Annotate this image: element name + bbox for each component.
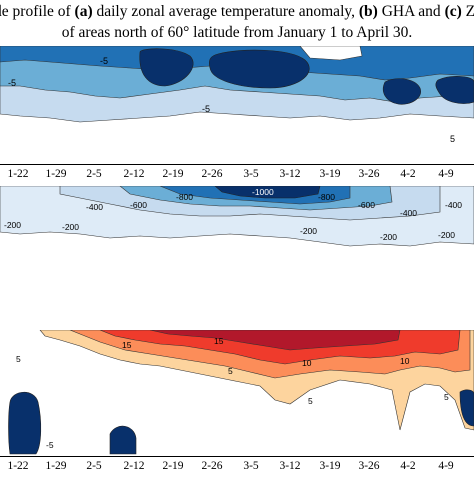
contour-label: -200 xyxy=(62,222,79,232)
x-tick-label: 3-19 xyxy=(319,460,341,472)
panel-b-contour-plot: -200 -200 -400 -600 -800 -1000 -800 -600… xyxy=(0,186,474,310)
panel-label-a: (a) xyxy=(74,3,93,20)
contour-label: -200 xyxy=(4,220,21,230)
caption-line-1: tude profile of (a) daily zonal average … xyxy=(0,3,474,21)
contour-label: 5 xyxy=(450,134,455,144)
x-tick-label: 3-26 xyxy=(358,168,380,180)
contour-band-dark-red xyxy=(149,330,401,351)
contour-label: -800 xyxy=(318,192,335,202)
x-tick-label: 3-5 xyxy=(243,168,259,180)
panel-b-gha: -200 -200 -400 -600 -800 -1000 -800 -600… xyxy=(0,186,474,310)
x-tick-label: 2-19 xyxy=(162,460,184,472)
contour-label: -600 xyxy=(358,200,375,210)
panel-a-temperature-anomaly: -5 -5 -5 5 xyxy=(0,46,474,164)
contour-label: -800 xyxy=(176,192,193,202)
contour-label: 5 xyxy=(16,354,21,364)
contour-label: -400 xyxy=(445,200,462,210)
caption-text: tude profile of xyxy=(0,3,71,20)
x-tick-label: 4-9 xyxy=(438,168,454,180)
caption-text: GHA and xyxy=(377,3,445,20)
contour-core-2 xyxy=(208,49,310,89)
figure-caption: tude profile of (a) daily zonal average … xyxy=(0,0,474,46)
contour-label: 15 xyxy=(214,336,224,346)
contour-label: -200 xyxy=(380,232,397,242)
panel-a-x-axis: 1-22 1-29 2-5 2-12 2-19 2-26 3-5 3-12 3-19 3-26 4-… xyxy=(0,164,474,185)
contour-label: -5 xyxy=(8,78,16,88)
panel-c-zc: 15 15 10 10 5 5 5 5 -5 xyxy=(0,330,474,458)
contour-label: 10 xyxy=(400,356,410,366)
contour-white-gap xyxy=(299,46,363,61)
contour-label: -400 xyxy=(86,202,103,212)
contour-label: -200 xyxy=(300,226,317,236)
contour-core-4 xyxy=(435,76,474,104)
contour-core-1 xyxy=(139,48,194,87)
negative-cell-3 xyxy=(459,389,474,427)
x-tick-label: 2-5 xyxy=(86,460,102,472)
contour-label: 5 xyxy=(444,392,449,402)
contour-label: -600 xyxy=(130,200,147,210)
panel-a-contour-plot: -5 -5 -5 5 xyxy=(0,46,474,164)
contour-label: -200 xyxy=(438,230,455,240)
panel-label-c: (c) xyxy=(444,3,462,20)
contour-label: 10 xyxy=(302,358,312,368)
x-tick-label: 3-12 xyxy=(279,460,301,472)
negative-cell-2 xyxy=(109,425,137,455)
contour-label: -400 xyxy=(400,208,417,218)
x-tick-label: 2-19 xyxy=(162,168,184,180)
negative-cell-1 xyxy=(8,391,42,455)
x-tick-label: 4-9 xyxy=(438,460,454,472)
x-tick-label: 1-29 xyxy=(45,168,67,180)
x-tick-label: 2-5 xyxy=(86,168,102,180)
x-tick-label: 1-29 xyxy=(45,460,67,472)
panel-c-contour-plot: 15 15 10 10 5 5 5 5 -5 xyxy=(0,330,474,458)
x-tick-label: 4-2 xyxy=(400,168,416,180)
contour-label: -5 xyxy=(46,440,54,450)
x-tick-label: 4-2 xyxy=(400,460,416,472)
x-tick-label: 2-12 xyxy=(123,460,145,472)
panel-c-x-axis: 1-22 1-29 2-5 2-12 2-19 2-26 3-5 3-12 3-19 3-26 4-… xyxy=(0,456,474,477)
contour-label: 5 xyxy=(308,396,313,406)
x-tick-label: 3-5 xyxy=(243,460,259,472)
x-tick-label: 2-12 xyxy=(123,168,145,180)
x-tick-label: 3-26 xyxy=(358,460,380,472)
contour-core-3 xyxy=(382,78,421,105)
contour-band-1000 xyxy=(214,186,321,199)
x-tick-label: 1-22 xyxy=(7,168,29,180)
caption-text: daily zonal average temperature anomaly, xyxy=(92,3,359,20)
contour-label: -5 xyxy=(202,104,210,114)
panel-label-b: (b) xyxy=(358,3,378,20)
x-tick-label: 2-26 xyxy=(201,168,223,180)
contour-label: -1000 xyxy=(252,187,274,197)
contour-label: 5 xyxy=(228,366,233,376)
caption-text: ZC xyxy=(465,3,474,20)
caption-line-2: of areas north of 60° latitude from Janu… xyxy=(61,24,413,41)
x-tick-label: 3-19 xyxy=(319,168,341,180)
x-tick-label: 1-22 xyxy=(7,460,29,472)
contour-label: -5 xyxy=(100,56,108,66)
x-tick-label: 3-12 xyxy=(279,168,301,180)
contour-label: 15 xyxy=(122,340,132,350)
x-tick-label: 2-26 xyxy=(201,460,223,472)
